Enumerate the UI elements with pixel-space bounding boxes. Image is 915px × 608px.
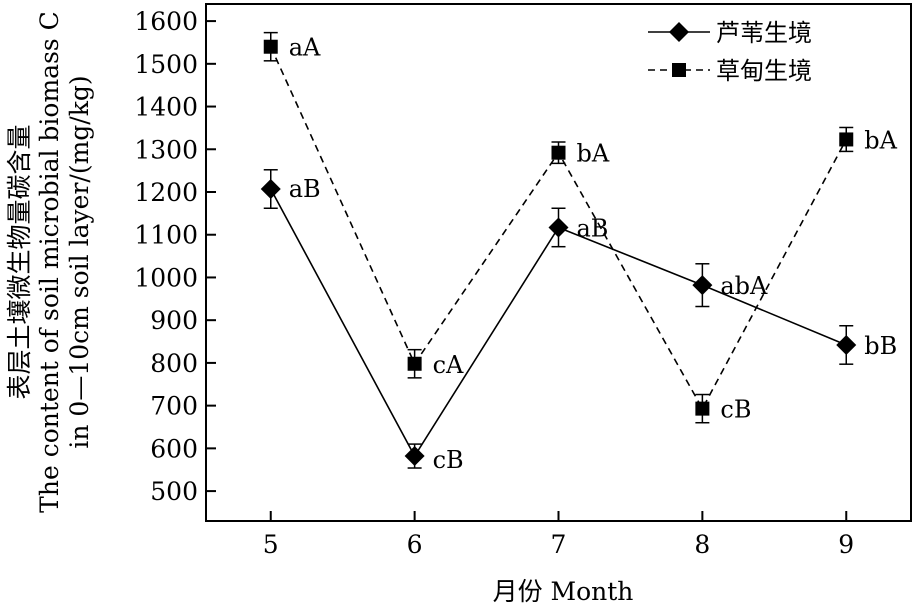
series-1: aA cA bA cB bA [263, 31, 898, 424]
square-marker [263, 39, 278, 54]
data-label: bA [577, 140, 610, 168]
data-label: cB [433, 446, 464, 474]
square-marker [672, 63, 686, 77]
y-tick-label: 1100 [134, 221, 198, 250]
square-marker [695, 401, 710, 416]
x-tick-label: 9 [838, 530, 854, 559]
data-label: bA [864, 126, 897, 154]
y-tick-label: 1600 [134, 7, 198, 36]
y-tick-label: 600 [150, 434, 198, 463]
data-label: aA [289, 34, 321, 62]
diamond-marker [669, 22, 689, 42]
square-marker [551, 145, 566, 160]
y-tick-label: 1400 [134, 93, 198, 122]
x-tick-label: 8 [694, 530, 710, 559]
x-axis-title: 月份 Month [493, 577, 634, 606]
data-label: aB [289, 175, 321, 203]
y-axis-title-line-3: in 0—10cm soil layer/(mg/kg) [65, 75, 94, 448]
diamond-marker [260, 179, 281, 200]
data-label: cA [433, 351, 464, 379]
data-label: aB [577, 214, 609, 242]
y-tick-label: 500 [150, 477, 198, 506]
y-tick-label: 1300 [134, 135, 198, 164]
series-0: aB cB aB abA bB [260, 169, 897, 474]
square-marker [407, 356, 422, 371]
data-label: cB [720, 396, 751, 424]
y-tick-label: 900 [150, 306, 198, 335]
y-tick-label: 1000 [134, 263, 198, 292]
data-label: bB [864, 332, 897, 360]
diamond-marker [404, 446, 425, 467]
x-tick-label: 6 [407, 530, 423, 559]
y-axis-title: 表层土壤微生物量碳含量 The content of soil microbia… [5, 11, 94, 513]
x-tick-label: 7 [551, 530, 567, 559]
data-label: abA [720, 272, 768, 300]
y-tick-label: 700 [150, 392, 198, 421]
square-marker [839, 132, 854, 147]
x-tick-label: 5 [263, 530, 279, 559]
legend-label-0: 芦苇生境 [716, 19, 812, 47]
diamond-marker [548, 217, 569, 238]
y-axis-title-line-2: The content of soil microbial biomass C [35, 11, 64, 513]
y-tick-label: 1200 [134, 178, 198, 207]
y-tick-label: 800 [150, 349, 198, 378]
legend-label-1: 草甸生境 [716, 57, 812, 85]
diamond-marker [836, 334, 857, 355]
y-tick-label: 1500 [134, 50, 198, 79]
diamond-marker [692, 275, 713, 296]
y-axis-title-line-1: 表层土壤微生物量碳含量 [5, 124, 34, 399]
